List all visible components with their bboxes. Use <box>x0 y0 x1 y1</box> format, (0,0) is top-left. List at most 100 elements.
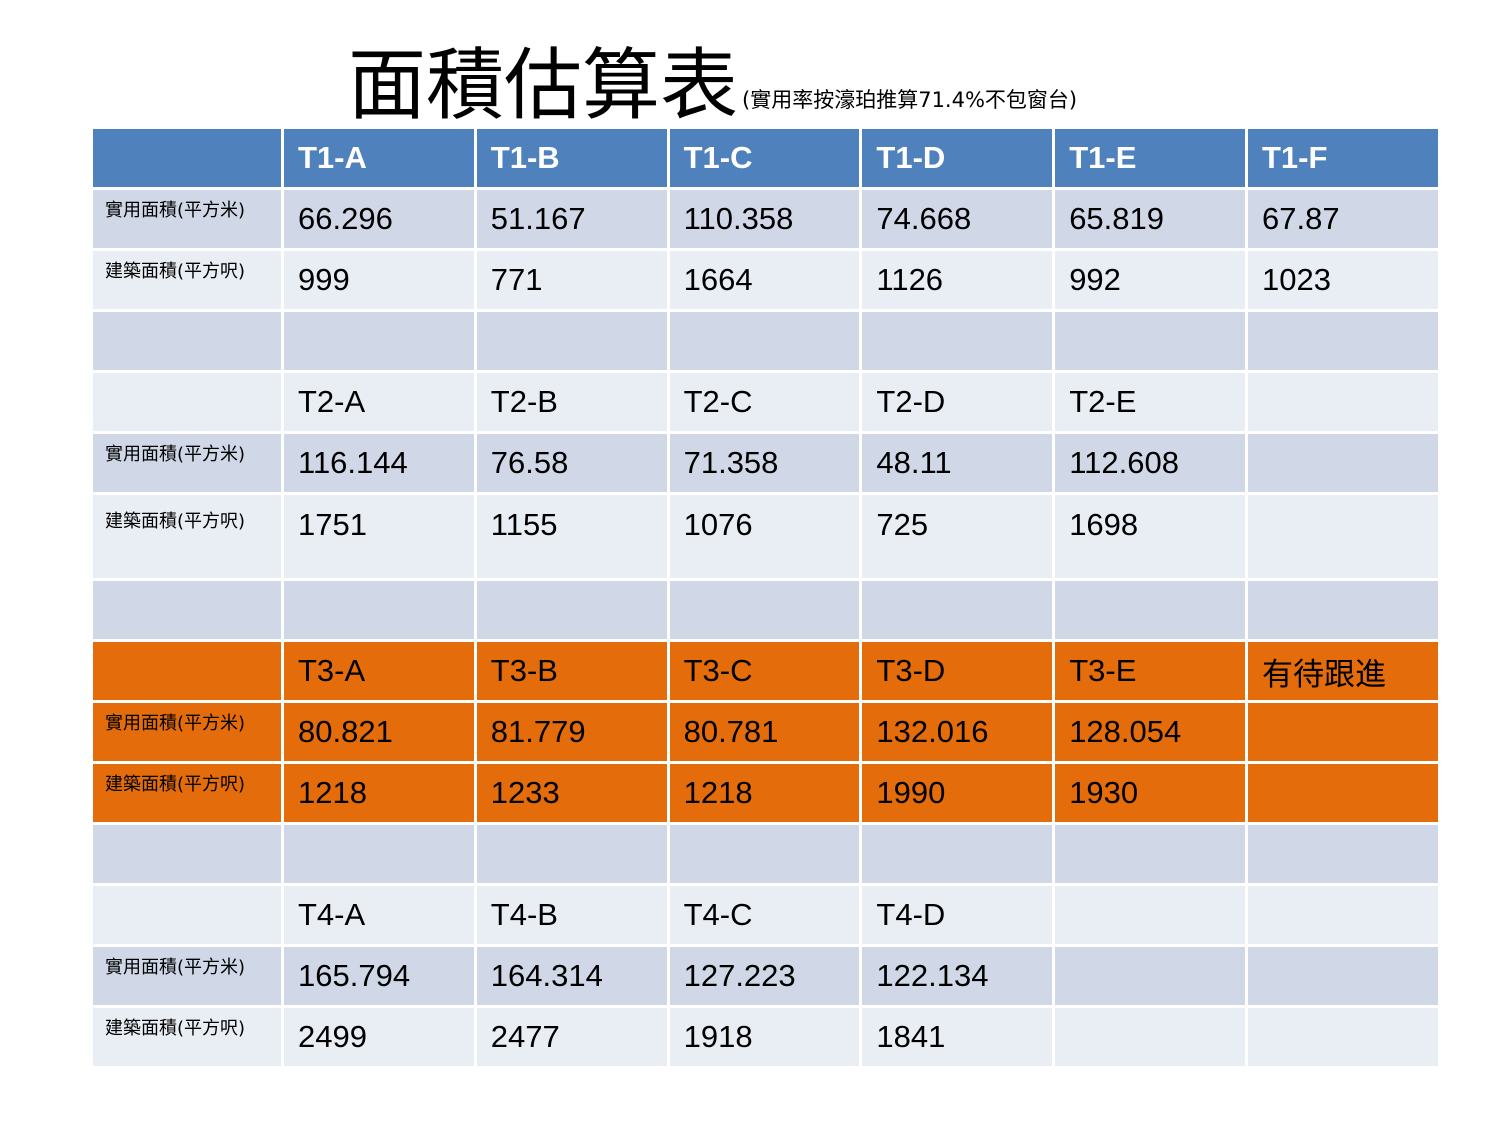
usable-area-cell: 65.819 <box>1052 187 1248 251</box>
unit-header: T2-D <box>859 370 1056 434</box>
empty-cell <box>473 822 670 886</box>
page-title: 面積估算表 <box>348 41 739 131</box>
t2-usable-row: 實用面積(平方米) 116.144 76.58 71.358 48.11 112… <box>90 431 1441 495</box>
usable-area-label: 實用面積(平方米) <box>90 944 284 1008</box>
t3-usable-row: 實用面積(平方米) 80.821 81.779 80.781 132.016 1… <box>90 700 1441 764</box>
unit-header: T3-A <box>281 639 477 703</box>
usable-area-cell: 66.296 <box>281 187 477 251</box>
usable-area-cell: 76.58 <box>473 431 670 495</box>
t1-header-row: T1-A T1-B T1-C T1-D T1-E T1-F <box>90 126 1441 190</box>
unit-header: T1-F <box>1244 126 1441 190</box>
unit-header: T4-A <box>281 883 477 947</box>
gross-area-cell: 1841 <box>859 1005 1056 1069</box>
unit-header: T4-C <box>666 883 863 947</box>
gross-area-cell: 1218 <box>666 761 863 825</box>
t2-header-row: T2-A T2-B T2-C T2-D T2-E <box>90 370 1441 434</box>
gross-area-label: 建築面積(平方呎) <box>90 248 284 312</box>
gross-area-cell: 2499 <box>281 1005 477 1069</box>
empty-cell <box>473 309 670 373</box>
empty-cell <box>859 309 1056 373</box>
title-block: 面積估算表 (實用率按濠珀推算71.4%不包窗台) <box>348 38 1077 128</box>
gross-area-label: 建築面積(平方呎) <box>90 761 284 825</box>
unit-header: T1-D <box>859 126 1056 190</box>
usable-area-cell: 48.11 <box>859 431 1056 495</box>
unit-header: T2-B <box>473 370 670 434</box>
gross-area-cell: 1751 <box>281 492 477 581</box>
usable-area-cell: 74.668 <box>859 187 1056 251</box>
usable-area-cell: 110.358 <box>666 187 863 251</box>
t3-header-row: T3-A T3-B T3-C T3-D T3-E 有待跟進 <box>90 639 1441 703</box>
usable-area-cell <box>1244 431 1441 495</box>
gross-area-cell: 1930 <box>1052 761 1248 825</box>
unit-header: T3-D <box>859 639 1056 703</box>
empty-cell <box>1244 822 1441 886</box>
empty-cell <box>666 822 863 886</box>
usable-area-cell: 165.794 <box>281 944 477 1008</box>
unit-header <box>1052 883 1248 947</box>
usable-area-label: 實用面積(平方米) <box>90 187 284 251</box>
t1-gross-row: 建築面積(平方呎) 999 771 1664 1126 992 1023 <box>90 248 1441 312</box>
empty-cell <box>473 578 670 642</box>
page-subtitle: (實用率按濠珀推算71.4%不包窗台) <box>742 88 1078 112</box>
gross-area-cell: 725 <box>859 492 1056 581</box>
usable-area-cell: 164.314 <box>473 944 670 1008</box>
row-label-empty <box>90 639 284 703</box>
unit-header: T4-B <box>473 883 670 947</box>
usable-area-cell: 67.87 <box>1244 187 1441 251</box>
usable-area-cell: 51.167 <box>473 187 670 251</box>
gross-area-cell: 1126 <box>859 248 1056 312</box>
usable-area-cell: 71.358 <box>666 431 863 495</box>
empty-cell <box>666 578 863 642</box>
row-label-empty <box>90 370 284 434</box>
gross-area-label: 建築面積(平方呎) <box>90 1005 284 1069</box>
spacer-row <box>90 822 1441 886</box>
gross-area-cell <box>1244 492 1441 581</box>
gross-area-cell: 1218 <box>281 761 477 825</box>
usable-area-label: 實用面積(平方米) <box>90 431 284 495</box>
gross-area-cell: 1990 <box>859 761 1056 825</box>
empty-cell <box>1052 578 1248 642</box>
gross-area-cell: 1698 <box>1052 492 1248 581</box>
unit-header: T3-C <box>666 639 863 703</box>
unit-header: T2-E <box>1052 370 1248 434</box>
gross-area-cell <box>1052 1005 1248 1069</box>
gross-area-cell: 771 <box>473 248 670 312</box>
usable-area-cell <box>1244 944 1441 1008</box>
empty-cell <box>90 309 284 373</box>
unit-header: T4-D <box>859 883 1056 947</box>
t4-header-row: T4-A T4-B T4-C T4-D <box>90 883 1441 947</box>
usable-area-cell: 116.144 <box>281 431 477 495</box>
unit-header: T1-C <box>666 126 863 190</box>
usable-area-cell: 112.608 <box>1052 431 1248 495</box>
gross-area-cell <box>1244 1005 1441 1069</box>
usable-area-cell: 81.779 <box>473 700 670 764</box>
empty-cell <box>90 822 284 886</box>
gross-area-cell: 1918 <box>666 1005 863 1069</box>
unit-header: T2-A <box>281 370 477 434</box>
empty-cell <box>281 578 477 642</box>
empty-cell <box>859 578 1056 642</box>
gross-area-cell: 992 <box>1052 248 1248 312</box>
gross-area-cell: 1023 <box>1244 248 1441 312</box>
unit-header: T3-B <box>473 639 670 703</box>
usable-area-cell <box>1052 944 1248 1008</box>
empty-cell <box>1244 578 1441 642</box>
t3-gross-row: 建築面積(平方呎) 1218 1233 1218 1990 1930 <box>90 761 1441 825</box>
empty-cell <box>90 578 284 642</box>
t2-gross-row: 建築面積(平方呎) 1751 1155 1076 725 1698 <box>90 492 1441 581</box>
unit-header: T2-C <box>666 370 863 434</box>
usable-area-cell <box>1244 700 1441 764</box>
gross-area-cell: 999 <box>281 248 477 312</box>
usable-area-label: 實用面積(平方米) <box>90 700 284 764</box>
empty-cell <box>1244 309 1441 373</box>
usable-area-cell: 122.134 <box>859 944 1056 1008</box>
unit-header: T1-A <box>281 126 477 190</box>
usable-area-cell: 127.223 <box>666 944 863 1008</box>
spacer-row <box>90 309 1441 373</box>
empty-cell <box>859 822 1056 886</box>
gross-area-cell: 1233 <box>473 761 670 825</box>
spacer-row <box>90 578 1441 642</box>
usable-area-cell: 80.781 <box>666 700 863 764</box>
t1-usable-row: 實用面積(平方米) 66.296 51.167 110.358 74.668 6… <box>90 187 1441 251</box>
unit-header <box>1244 370 1441 434</box>
